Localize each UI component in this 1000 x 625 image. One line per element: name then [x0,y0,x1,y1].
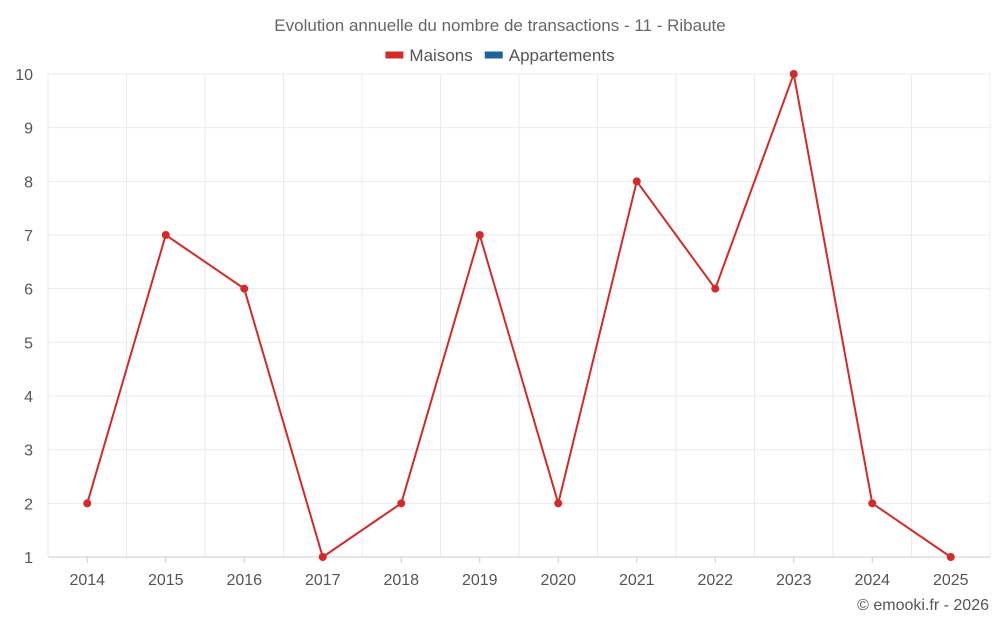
x-tick-label: 2025 [933,572,969,589]
series-layer [83,70,955,561]
y-tick-label: 2 [24,496,33,513]
y-tick-label: 4 [24,389,33,406]
x-tick-label: 2024 [854,572,890,589]
data-point-maisons-2025[interactable] [946,553,955,561]
chart-legend: Maisons Appartements [385,46,615,65]
data-point-maisons-2021[interactable] [632,177,641,186]
y-tick-label: 6 [24,282,33,299]
legend-label: Maisons [409,46,472,65]
x-tick-label: 2015 [148,572,184,589]
data-point-maisons-2019[interactable] [475,231,484,239]
data-point-maisons-2024[interactable] [868,499,877,508]
chart-title: Evolution annuelle du nombre de transact… [274,16,725,35]
x-tick-label: 2017 [305,572,341,589]
x-tick-label: 2021 [619,572,655,589]
data-point-maisons-2017[interactable] [318,553,327,561]
series-line-maisons [86,70,952,559]
x-tick-label: 2018 [383,572,419,589]
legend-swatch [385,51,404,59]
y-tick-label: 5 [24,335,33,352]
x-tick-label: 2019 [462,572,498,589]
x-tick-label: 2014 [69,572,105,589]
data-point-maisons-2018[interactable] [397,499,406,508]
legend-swatch [484,51,503,59]
x-tick-label: 2016 [226,572,262,589]
y-tick-label: 9 [24,121,33,138]
axes: 1 2 3 4 5 6 7 8 9 10 2014 2015 2016 2017 2018 2019 2020 2… [15,67,990,589]
legend-item-appartements[interactable]: Appartements [484,46,615,65]
y-tick-label: 1 [24,550,33,567]
y-tick-label: 8 [24,174,33,191]
y-tick-label: 3 [24,443,33,460]
grid-lines [47,73,991,557]
x-tick-label: 2023 [776,572,812,589]
data-point-maisons-2020[interactable] [554,499,563,508]
data-point-maisons-2015[interactable] [161,231,170,239]
legend-label: Appartements [509,46,615,65]
data-point-maisons-2022[interactable] [711,284,720,293]
y-tick-label: 7 [24,228,33,245]
credit-text: © emooki.fr - 2026 [857,597,989,614]
y-tick-label: 10 [15,67,33,84]
data-point-maisons-2016[interactable] [240,284,249,293]
legend-item-maisons[interactable]: Maisons [385,46,473,65]
x-tick-label: 2020 [540,572,576,589]
data-point-maisons-2014[interactable] [83,499,92,508]
x-tick-label: 2022 [697,572,733,589]
data-point-maisons-2023[interactable] [789,70,798,78]
